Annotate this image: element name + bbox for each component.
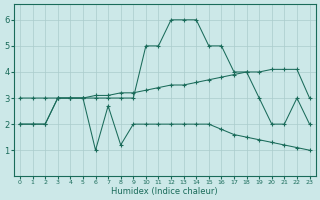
X-axis label: Humidex (Indice chaleur): Humidex (Indice chaleur) [111, 187, 218, 196]
